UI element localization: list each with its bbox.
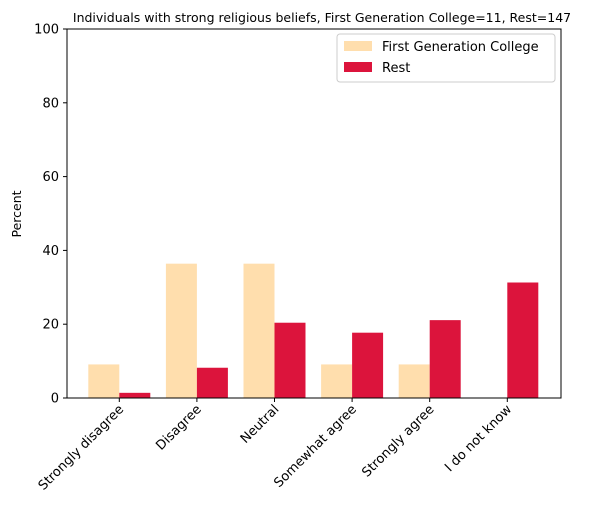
legend-box <box>336 33 556 83</box>
legend-label-1: Rest <box>382 61 410 76</box>
y-axis: 0 20 40 60 80 100 <box>34 23 67 407</box>
y-tick-label: 100 <box>34 23 59 38</box>
bar-first-generation-college-1 <box>165 263 197 398</box>
bar-rest-1 <box>196 367 228 398</box>
bar-first-generation-college-4 <box>398 364 430 398</box>
x-axis: Strongly disagree Disagree NeutralSomewhat… <box>36 398 515 494</box>
bar-rest-0 <box>119 392 151 398</box>
x-tick-label: Somewhat agree <box>271 402 360 491</box>
legend-swatch-0 <box>344 41 372 51</box>
legend-label-0: First Generation College <box>382 40 539 55</box>
legend: First Generation College Rest <box>336 33 556 83</box>
y-tick-label: 40 <box>42 244 59 259</box>
bars-layer <box>88 263 539 398</box>
y-axis-label: Percent <box>9 190 24 237</box>
bar-first-generation-college-0 <box>88 364 120 398</box>
legend-swatch-1 <box>344 62 372 72</box>
x-tick-label: Disagree <box>153 402 204 453</box>
y-tick-label: 80 <box>42 96 59 111</box>
bar-rest-5 <box>507 282 539 398</box>
bar-rest-4 <box>429 320 461 398</box>
plot-frame <box>66 28 562 399</box>
y-tick-label: 60 <box>42 170 59 185</box>
x-tick-label: Strongly agree <box>359 402 437 480</box>
y-tick-label: 20 <box>42 318 59 333</box>
bar-first-generation-college-2 <box>243 263 275 398</box>
bar-rest-3 <box>352 332 384 398</box>
bar-first-generation-college-3 <box>321 364 353 398</box>
chart-title: Individuals with strong religious belief… <box>73 10 571 25</box>
y-tick-label: 0 <box>51 392 59 407</box>
bar-rest-2 <box>274 322 306 398</box>
x-tick-label: Strongly disagree <box>36 402 127 493</box>
x-tick-label: Neutral <box>238 402 283 447</box>
x-tick-label: I do not know <box>442 402 515 475</box>
